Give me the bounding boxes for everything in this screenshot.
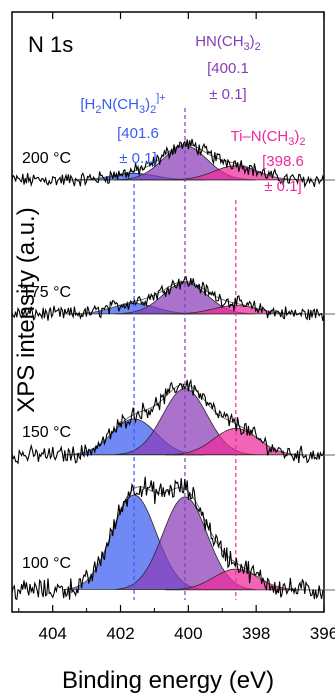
x-tick-label-396: 396 (310, 624, 335, 643)
temp-label-175: 175 °C (22, 284, 71, 301)
spectrum-1 (11, 275, 325, 322)
annotation-h2n-error: ± 0.1] (119, 150, 156, 167)
spectrum-0 (11, 138, 325, 189)
x-tick-label-398: 398 (242, 624, 270, 643)
annotation-ti: Ti–N(CH3)2 [398.6 ± 0.1] (230, 128, 305, 195)
spectrum-2 (11, 378, 325, 465)
temp-label-150: 150 °C (22, 424, 71, 441)
annotation-ti-value: [398.6 (262, 153, 304, 170)
x-tick-label-402: 402 (106, 624, 134, 643)
annotation-h2n: [H2N(CH3)2]+ [401.6 ± 0.1] (80, 92, 165, 167)
temp-label-100: 100 °C (22, 555, 71, 572)
annotation-h2n-value: [401.6 (117, 125, 159, 142)
x-tick-label-400: 400 (174, 624, 202, 643)
temp-label-200: 200 °C (22, 150, 71, 167)
annotation-h2n-name: [H2N(CH3)2]+ (80, 92, 165, 116)
x-ticks: 404 402 400 398 396 (18, 12, 335, 643)
annotation-ti-error: ± 0.1] (264, 178, 301, 195)
y-axis-title: XPS intensity (a.u.) (13, 207, 40, 412)
reference-lines (133, 108, 237, 600)
annotation-hn: HN(CH3)2 [400.1 ± 0.1] (195, 33, 261, 103)
panel-title: N 1s (28, 32, 73, 57)
annotation-ti-name: Ti–N(CH3)2 (230, 128, 305, 148)
x-tick-label-404: 404 (39, 624, 67, 643)
spectra-lines (11, 138, 325, 601)
spectrum-3 (11, 476, 325, 601)
annotation-hn-name: HN(CH3)2 (195, 33, 261, 53)
annotation-hn-value: [400.1 (207, 60, 249, 77)
plot-frame (11, 11, 325, 613)
annotation-hn-error: ± 0.1] (209, 86, 246, 103)
x-axis-title: Binding energy (eV) (62, 667, 274, 694)
